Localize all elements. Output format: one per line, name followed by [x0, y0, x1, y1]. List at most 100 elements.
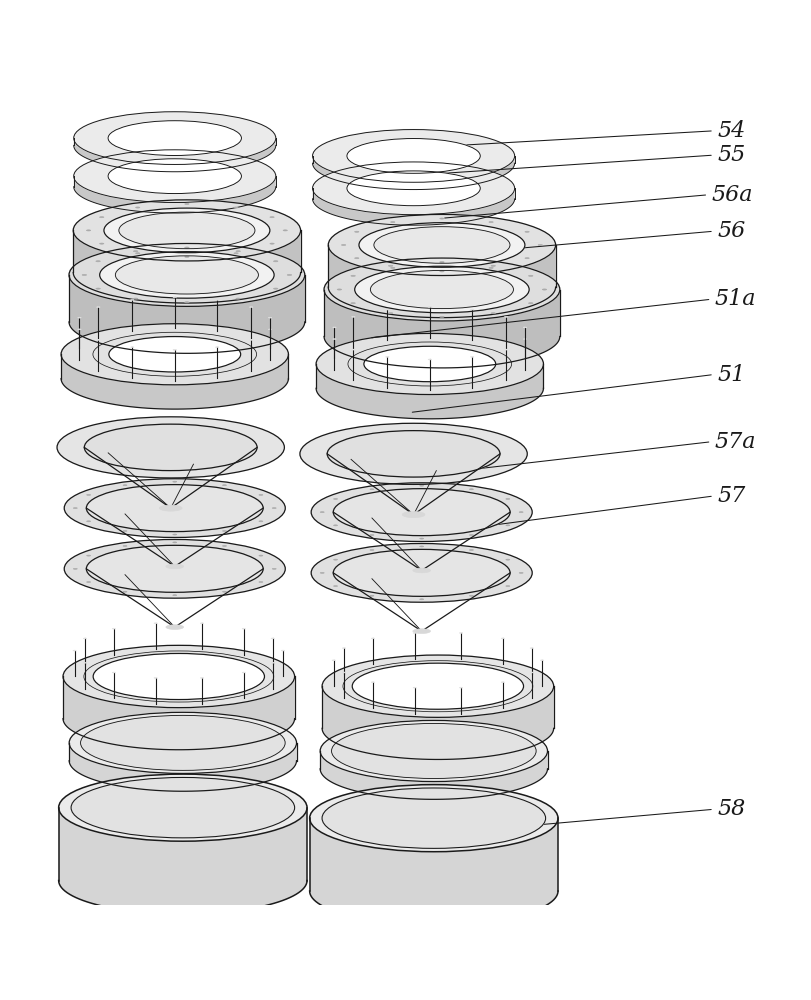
- Ellipse shape: [58, 774, 307, 841]
- Ellipse shape: [370, 549, 374, 551]
- Ellipse shape: [100, 243, 104, 244]
- Ellipse shape: [73, 508, 77, 509]
- Ellipse shape: [420, 546, 423, 547]
- Ellipse shape: [236, 251, 240, 252]
- Ellipse shape: [259, 494, 263, 495]
- Ellipse shape: [166, 625, 183, 629]
- Ellipse shape: [166, 564, 183, 569]
- PathPatch shape: [87, 485, 264, 566]
- Ellipse shape: [185, 256, 189, 257]
- Ellipse shape: [74, 112, 276, 164]
- Ellipse shape: [440, 316, 444, 317]
- Ellipse shape: [73, 568, 77, 569]
- Ellipse shape: [311, 483, 532, 542]
- Ellipse shape: [320, 720, 547, 782]
- Ellipse shape: [352, 663, 524, 709]
- Ellipse shape: [234, 253, 238, 254]
- Text: 54: 54: [717, 120, 745, 142]
- PathPatch shape: [87, 545, 264, 627]
- Ellipse shape: [310, 785, 558, 852]
- Ellipse shape: [87, 521, 91, 522]
- Ellipse shape: [108, 121, 242, 156]
- Ellipse shape: [96, 288, 101, 289]
- Ellipse shape: [440, 218, 444, 219]
- Ellipse shape: [322, 655, 554, 717]
- Ellipse shape: [489, 222, 493, 223]
- Ellipse shape: [402, 512, 425, 518]
- PathPatch shape: [324, 290, 560, 368]
- Ellipse shape: [100, 217, 104, 218]
- Ellipse shape: [519, 572, 523, 573]
- Ellipse shape: [300, 423, 527, 484]
- Ellipse shape: [87, 230, 91, 231]
- Ellipse shape: [320, 572, 324, 573]
- Ellipse shape: [354, 266, 529, 313]
- PathPatch shape: [312, 188, 515, 225]
- Ellipse shape: [283, 230, 287, 231]
- Ellipse shape: [354, 258, 359, 259]
- Ellipse shape: [538, 244, 543, 246]
- Ellipse shape: [123, 530, 127, 532]
- PathPatch shape: [84, 424, 257, 508]
- Ellipse shape: [489, 267, 493, 268]
- Ellipse shape: [470, 549, 474, 551]
- Ellipse shape: [391, 222, 395, 223]
- Ellipse shape: [519, 512, 523, 513]
- Ellipse shape: [420, 599, 423, 600]
- Ellipse shape: [104, 208, 270, 253]
- Ellipse shape: [133, 298, 138, 299]
- Ellipse shape: [272, 568, 277, 569]
- Ellipse shape: [119, 212, 255, 249]
- Ellipse shape: [333, 559, 337, 560]
- Ellipse shape: [69, 712, 297, 773]
- Text: 51a: 51a: [714, 288, 757, 310]
- Text: 57a: 57a: [714, 431, 757, 453]
- PathPatch shape: [320, 751, 547, 799]
- PathPatch shape: [69, 275, 305, 353]
- Ellipse shape: [420, 485, 423, 486]
- Ellipse shape: [391, 267, 395, 268]
- Ellipse shape: [470, 534, 474, 536]
- Ellipse shape: [185, 247, 189, 248]
- Text: 55: 55: [717, 144, 745, 166]
- Ellipse shape: [259, 521, 263, 522]
- PathPatch shape: [73, 230, 301, 303]
- Ellipse shape: [506, 525, 510, 526]
- Ellipse shape: [222, 530, 226, 532]
- Ellipse shape: [333, 498, 337, 499]
- Ellipse shape: [123, 545, 127, 546]
- Ellipse shape: [328, 214, 556, 276]
- Text: 57: 57: [717, 485, 745, 507]
- PathPatch shape: [310, 818, 558, 925]
- Ellipse shape: [337, 289, 341, 290]
- Ellipse shape: [333, 489, 510, 536]
- Ellipse shape: [64, 479, 285, 537]
- Ellipse shape: [491, 265, 496, 266]
- Ellipse shape: [115, 256, 259, 294]
- Ellipse shape: [71, 777, 294, 838]
- Ellipse shape: [316, 333, 543, 395]
- Ellipse shape: [440, 262, 444, 263]
- Ellipse shape: [100, 252, 274, 298]
- Ellipse shape: [63, 645, 294, 708]
- Ellipse shape: [74, 150, 276, 203]
- Ellipse shape: [159, 505, 182, 511]
- Ellipse shape: [87, 494, 91, 495]
- Ellipse shape: [332, 723, 536, 778]
- Ellipse shape: [506, 498, 510, 499]
- Text: 58: 58: [717, 798, 745, 820]
- Ellipse shape: [333, 586, 337, 587]
- Ellipse shape: [73, 200, 301, 261]
- Ellipse shape: [470, 595, 474, 596]
- Ellipse shape: [273, 261, 278, 262]
- Ellipse shape: [351, 303, 355, 304]
- PathPatch shape: [333, 489, 510, 570]
- Ellipse shape: [543, 289, 547, 290]
- Ellipse shape: [234, 207, 238, 208]
- Ellipse shape: [364, 346, 496, 382]
- Ellipse shape: [327, 431, 500, 477]
- Ellipse shape: [80, 715, 285, 770]
- Ellipse shape: [259, 555, 263, 556]
- Ellipse shape: [185, 302, 189, 303]
- Ellipse shape: [222, 545, 226, 546]
